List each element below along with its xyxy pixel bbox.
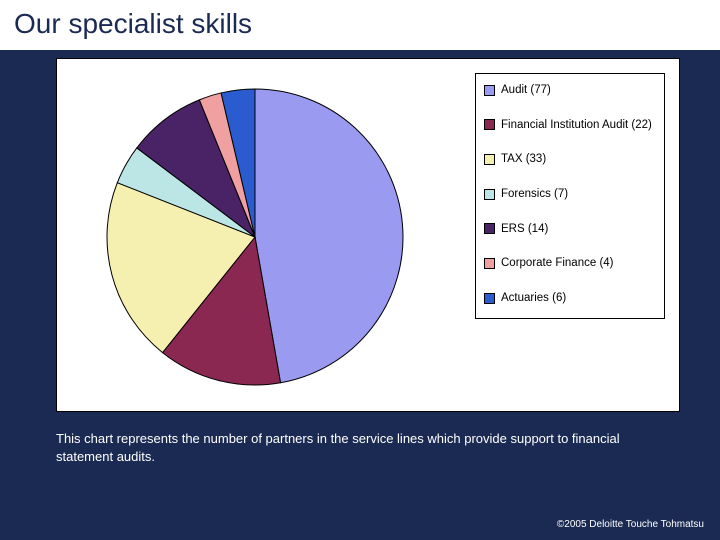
chart-legend: Audit (77) Financial Institution Audit (2…	[475, 73, 665, 319]
legend-item: Actuaries (6)	[484, 292, 656, 305]
legend-label: Forensics (7)	[501, 188, 568, 201]
pie-chart	[105, 87, 405, 387]
legend-swatch	[484, 223, 495, 234]
legend-item: Financial Institution Audit (22)	[484, 119, 656, 132]
legend-item: Corporate Finance (4)	[484, 257, 656, 270]
legend-swatch	[484, 258, 495, 269]
copyright-text: ©2005 Deloitte Touche Tohmatsu	[557, 519, 704, 530]
legend-item: Audit (77)	[484, 84, 656, 97]
legend-label: Corporate Finance (4)	[501, 257, 614, 270]
legend-label: TAX (33)	[501, 153, 546, 166]
legend-swatch	[484, 293, 495, 304]
legend-label: Actuaries (6)	[501, 292, 566, 305]
legend-swatch	[484, 85, 495, 96]
page-title: Our specialist skills	[0, 0, 720, 50]
legend-label: Financial Institution Audit (22)	[501, 119, 652, 132]
legend-label: Audit (77)	[501, 84, 551, 97]
legend-label: ERS (14)	[501, 223, 548, 236]
chart-caption: This chart represents the number of part…	[56, 430, 680, 465]
chart-panel: Audit (77) Financial Institution Audit (2…	[56, 58, 680, 412]
legend-swatch	[484, 119, 495, 130]
legend-swatch	[484, 154, 495, 165]
legend-item: Forensics (7)	[484, 188, 656, 201]
legend-swatch	[484, 189, 495, 200]
legend-item: TAX (33)	[484, 153, 656, 166]
pie-slice	[255, 89, 403, 383]
legend-item: ERS (14)	[484, 223, 656, 236]
